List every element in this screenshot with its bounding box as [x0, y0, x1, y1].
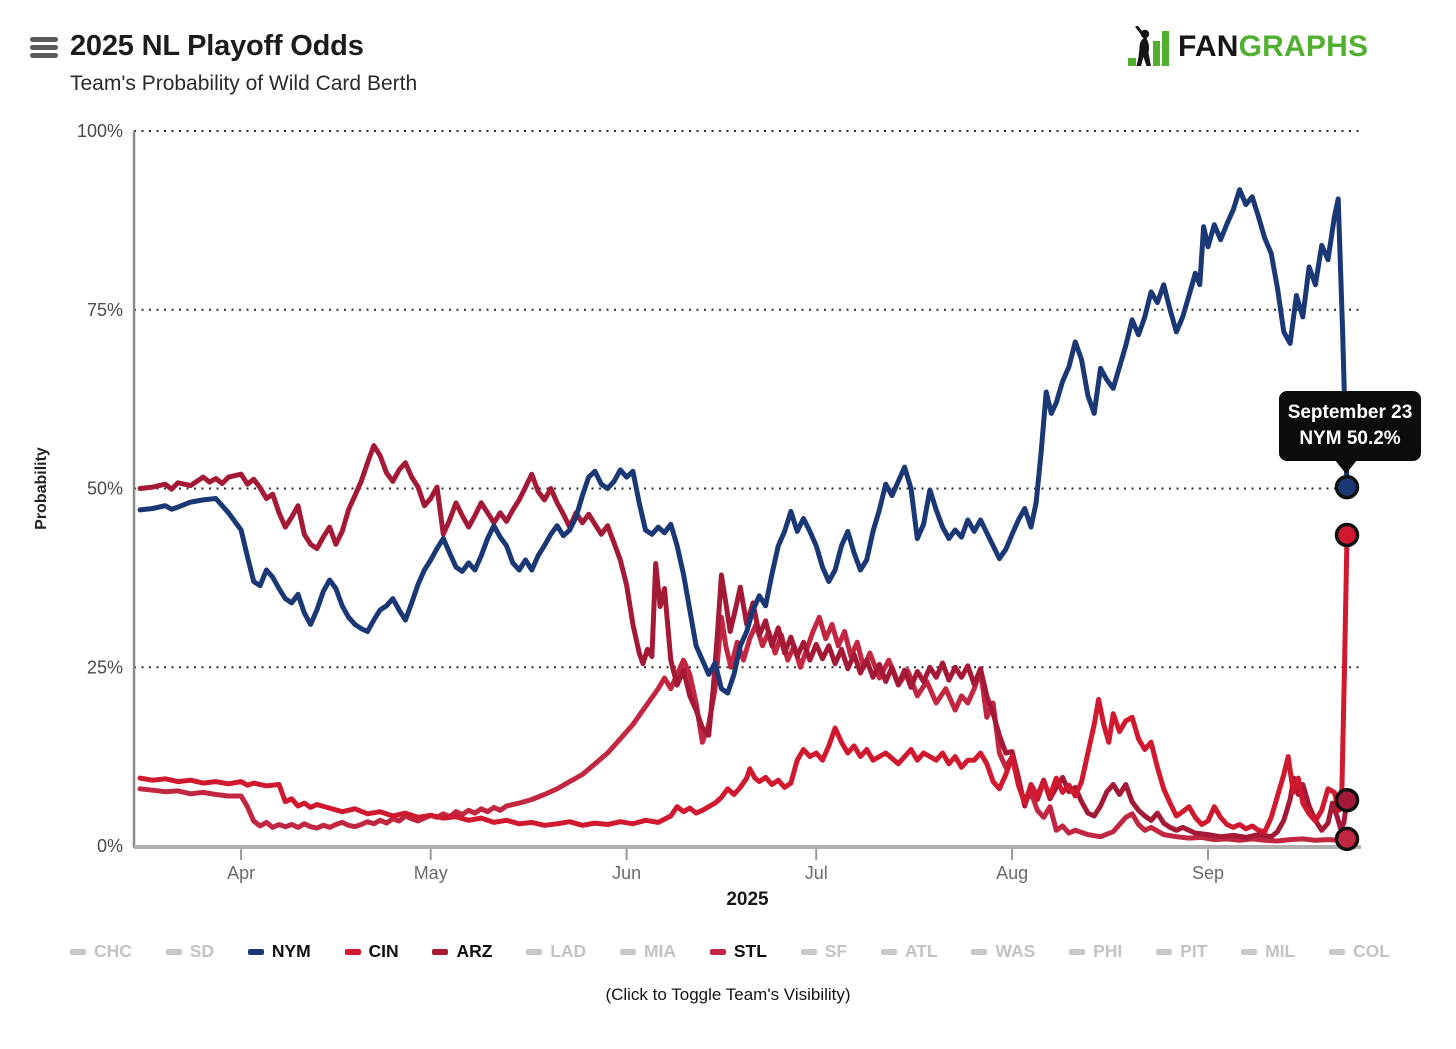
- xtick-label-Apr: Apr: [227, 863, 255, 883]
- legend: CHC SD NYM CIN ARZ LAD MIA STL SF ATL WAS PHI PIT MIL…: [70, 941, 1390, 962]
- legend-label: NYM: [271, 941, 311, 961]
- legend-swatch-CHC: [70, 948, 86, 955]
- legend-swatch-MIL: [1241, 948, 1258, 955]
- logo-text-fan: FAN: [1178, 30, 1239, 63]
- page-subtitle: Team's Probability of Wild Card Berth: [70, 72, 418, 95]
- legend-label: WAS: [995, 941, 1036, 961]
- legend-label: MIA: [643, 941, 677, 961]
- end-marker-NYM[interactable]: [1334, 474, 1360, 500]
- legend-swatch-NYM: [247, 948, 264, 955]
- legend-item-ARZ[interactable]: ARZ: [432, 941, 492, 962]
- legend-swatch-COL: [1329, 948, 1346, 955]
- legend-item-SF[interactable]: SF: [800, 941, 848, 962]
- ytick-label-0: 0%: [97, 836, 123, 856]
- legend-label: COL: [1353, 941, 1390, 961]
- legend-item-WAS[interactable]: WAS: [971, 941, 1035, 962]
- legend-swatch-ATL: [880, 948, 897, 955]
- menu-hamburger-icon[interactable]: [30, 37, 58, 61]
- legend-label: PIT: [1180, 941, 1208, 961]
- legend-item-PHI[interactable]: PHI: [1069, 941, 1122, 962]
- chart-svg: 100% 75% 50% 25% 0% Apr May Jun Jul Aug Sep 2025 Pro…: [33, 121, 1361, 910]
- logo-text-graphs: GRAPHS: [1238, 30, 1369, 63]
- tooltip-value: NYM 50.2%: [1299, 427, 1401, 449]
- ytick-label-25: 25%: [87, 657, 123, 677]
- legend-swatch-PIT: [1156, 948, 1173, 955]
- legend-item-SD[interactable]: SD: [165, 941, 215, 962]
- ytick-label-50: 50%: [87, 479, 123, 499]
- legend-label: ATL: [904, 941, 938, 961]
- xtick-label-Sep: Sep: [1192, 863, 1224, 883]
- tooltip-date: September 23: [1287, 402, 1413, 423]
- end-marker-ARZ[interactable]: [1334, 787, 1360, 813]
- ytick-label-75: 75%: [87, 300, 123, 320]
- legend-label: CIN: [368, 941, 399, 961]
- fangraphs-logo[interactable]: FANGRAPHS: [1128, 26, 1368, 68]
- legend-label: SF: [824, 941, 848, 961]
- page-title: 2025 NL Playoff Odds: [70, 30, 364, 62]
- legend-item-COL[interactable]: COL: [1329, 941, 1390, 962]
- legend-swatch-PHI: [1069, 948, 1086, 955]
- legend-label: LAD: [550, 941, 587, 961]
- x-axis-title: 2025: [726, 889, 769, 910]
- legend-item-ATL[interactable]: ATL: [880, 941, 938, 962]
- legend-item-PIT[interactable]: PIT: [1156, 941, 1207, 962]
- legend-item-CHC[interactable]: CHC: [70, 941, 132, 962]
- legend-swatch-SD: [165, 948, 182, 955]
- series-line-CIN[interactable]: [137, 532, 1350, 835]
- logo-batter-icon: [1128, 26, 1169, 66]
- legend-item-MIA[interactable]: MIA: [619, 941, 677, 962]
- ytick-label-100: 100%: [77, 121, 123, 141]
- legend-label: CHC: [94, 941, 132, 961]
- xtick-label-Jul: Jul: [805, 863, 828, 883]
- legend-swatch-WAS: [971, 948, 988, 955]
- hover-tooltip: September 23 NYM 50.2%: [1279, 391, 1421, 475]
- legend-caption: (Click to Toggle Team's Visibility): [605, 985, 851, 1004]
- xtick-label-Aug: Aug: [996, 863, 1028, 883]
- legend-item-LAD[interactable]: LAD: [526, 941, 586, 962]
- legend-swatch-SF: [800, 948, 817, 955]
- legend-item-NYM[interactable]: NYM: [247, 941, 311, 962]
- legend-swatch-CIN: [344, 948, 361, 955]
- series-line-NYM[interactable]: [137, 187, 1350, 696]
- end-marker-STL[interactable]: [1334, 826, 1360, 852]
- xtick-label-Jun: Jun: [612, 863, 641, 883]
- legend-item-STL[interactable]: STL: [709, 941, 767, 962]
- legend-label: ARZ: [456, 941, 493, 961]
- legend-swatch-STL: [709, 948, 726, 955]
- y-axis-title: Probability: [33, 447, 50, 530]
- legend-item-CIN[interactable]: CIN: [344, 941, 399, 962]
- series-line-STL[interactable]: [137, 614, 1350, 844]
- end-marker-CIN[interactable]: [1334, 522, 1360, 548]
- legend-swatch-ARZ: [432, 948, 449, 955]
- x-axis-line: [134, 845, 1361, 849]
- legend-label: MIL: [1265, 941, 1296, 961]
- xtick-label-May: May: [414, 863, 448, 883]
- legend-item-MIL[interactable]: MIL: [1241, 941, 1295, 962]
- legend-swatch-MIA: [619, 948, 636, 955]
- legend-label: SD: [189, 941, 215, 961]
- legend-label: PHI: [1093, 941, 1123, 961]
- legend-swatch-LAD: [526, 948, 543, 955]
- legend-label: STL: [733, 941, 767, 961]
- series-line-ARZ[interactable]: [137, 443, 1350, 840]
